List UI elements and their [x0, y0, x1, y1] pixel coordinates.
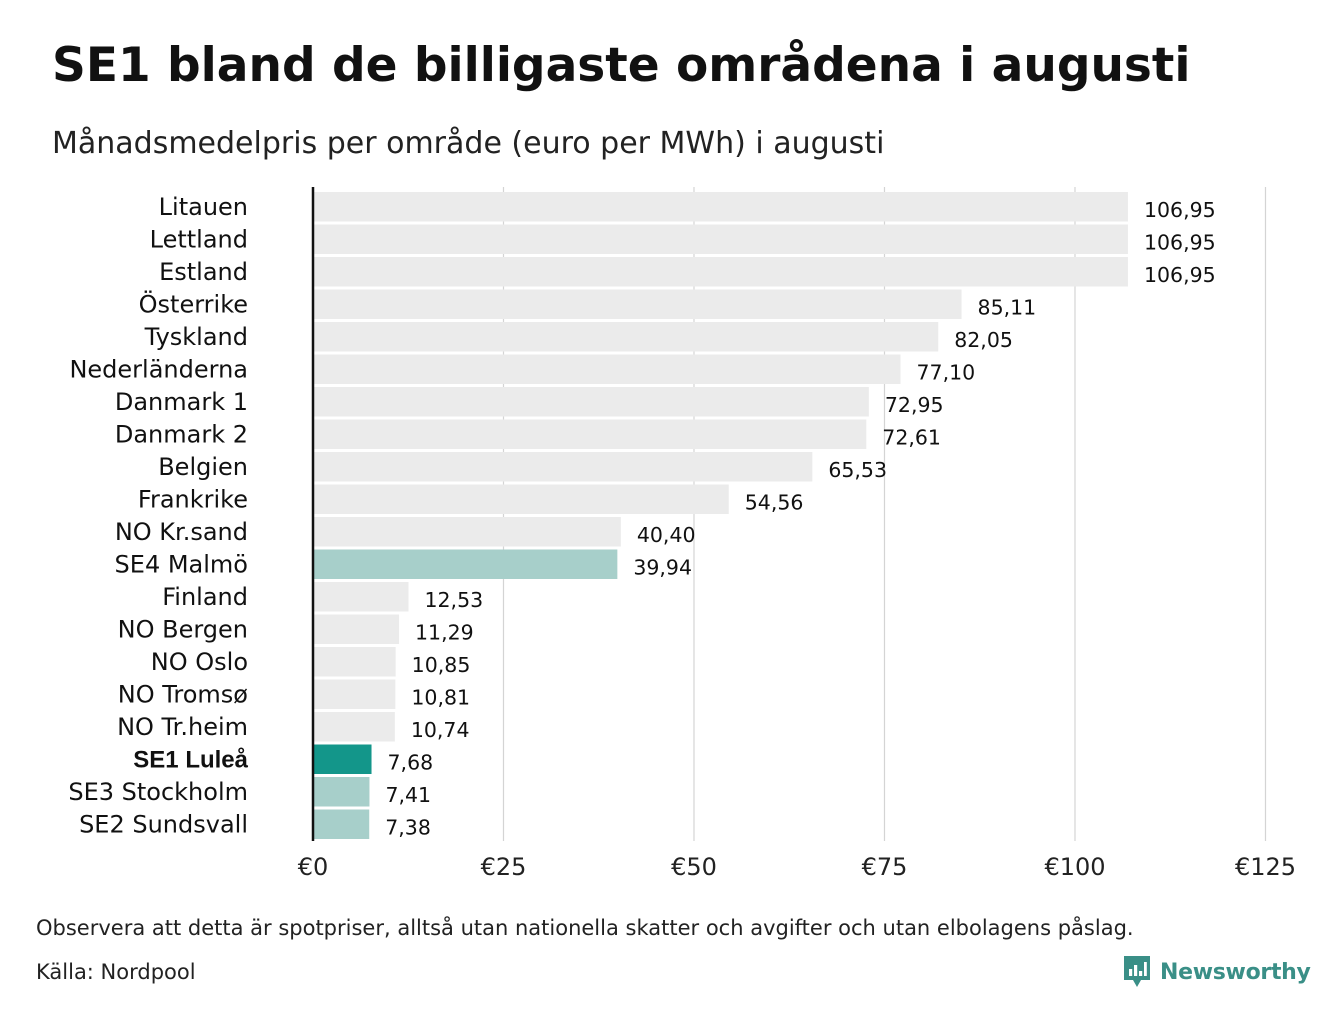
bar [313, 679, 396, 709]
value-label: 54,56 [745, 490, 804, 514]
brand-logo: Newsworthy [1122, 954, 1311, 990]
value-label: 82,05 [954, 328, 1013, 352]
footnote: Observera att detta är spotpriser, allts… [36, 916, 1134, 940]
category-labels: Litauen Lettland Estland Österrike Tyskland N… [68, 193, 248, 839]
category-label: Belgien [158, 453, 248, 481]
x-tick-label: €0 [298, 853, 329, 881]
bar [313, 777, 370, 807]
bar [313, 647, 396, 677]
category-label: SE2 Sundsvall [79, 810, 248, 838]
category-label: Lettland [150, 225, 248, 253]
value-label: 10,85 [412, 653, 471, 677]
x-axis-ticks: €0 €25 €50 €75 €100 €125 [298, 853, 1296, 881]
category-label: Nederländerna [69, 355, 248, 383]
bar [313, 192, 1128, 222]
category-label: SE4 Malmö [115, 550, 248, 578]
source-credit: Källa: Nordpool [36, 960, 196, 984]
category-label: NO Oslo [151, 648, 248, 676]
value-label: 39,94 [633, 555, 692, 579]
bars [313, 192, 1128, 839]
category-label: SE3 Stockholm [68, 778, 248, 806]
chart-title: SE1 bland de billigaste områdena i augus… [52, 38, 1191, 93]
x-tick-label: €125 [1235, 853, 1296, 881]
chart-subtitle: Månadsmedelpris per område (euro per MWh… [52, 126, 885, 161]
value-labels: 106,95 106,95 106,95 85,11 82,05 77,10 72,95 72… [385, 198, 1215, 840]
value-label: 77,10 [917, 360, 976, 384]
bar [313, 744, 372, 774]
value-label: 10,74 [411, 718, 470, 742]
category-label: Estland [159, 258, 248, 286]
category-label: NO Kr.sand [115, 518, 248, 546]
bar [313, 712, 395, 742]
bar [313, 354, 901, 384]
category-label: Litauen [159, 193, 248, 221]
category-label: Österrike [139, 289, 248, 318]
bar [313, 484, 729, 514]
category-label: Danmark 2 [115, 420, 248, 448]
bar [313, 517, 621, 547]
bar [313, 257, 1128, 287]
bar [313, 582, 409, 612]
bar [313, 224, 1128, 254]
value-label: 85,11 [978, 295, 1037, 319]
brand-name: Newsworthy [1160, 959, 1311, 985]
value-label: 10,81 [411, 685, 470, 709]
value-label: 65,53 [828, 458, 887, 482]
bar [313, 614, 400, 644]
x-tick-label: €100 [1044, 853, 1105, 881]
bar [313, 452, 813, 482]
x-tick-label: €25 [481, 853, 527, 881]
value-label: 72,95 [885, 393, 944, 417]
category-label: NO Tromsø [118, 680, 248, 708]
value-label: 106,95 [1144, 263, 1216, 287]
category-label: SE1 Luleå [133, 746, 248, 773]
bar-chart: Litauen Lettland Estland Österrike Tyskland N… [68, 187, 1296, 881]
category-label: NO Bergen [118, 615, 248, 643]
x-tick-label: €50 [671, 853, 717, 881]
category-label: Tyskland [144, 323, 248, 351]
value-label: 7,68 [388, 750, 434, 774]
bar [313, 549, 618, 579]
value-label: 72,61 [882, 425, 941, 449]
category-label: Danmark 1 [115, 388, 248, 416]
value-label: 11,29 [415, 620, 474, 644]
bar [313, 387, 869, 417]
value-label: 7,38 [385, 815, 431, 839]
value-label: 40,40 [637, 523, 696, 547]
bar [313, 809, 370, 839]
x-tick-label: €75 [862, 853, 908, 881]
value-label: 12,53 [424, 588, 483, 612]
value-label: 7,41 [385, 783, 431, 807]
value-label: 106,95 [1144, 230, 1216, 254]
category-label: Frankrike [138, 485, 248, 513]
category-label: Finland [162, 583, 248, 611]
category-label: NO Tr.heim [117, 713, 248, 741]
bar [313, 322, 939, 352]
bar-chart-speech-bubble-icon [1124, 956, 1150, 987]
value-label: 106,95 [1144, 198, 1216, 222]
bar [313, 419, 867, 449]
bar [313, 289, 962, 319]
